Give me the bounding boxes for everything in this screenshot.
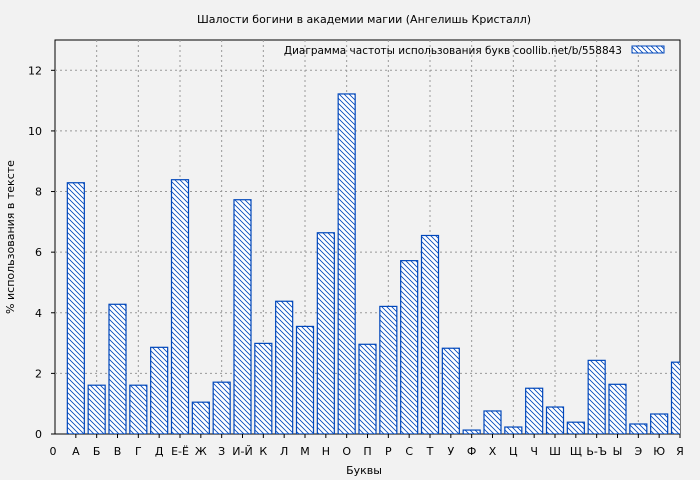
bar-Ш (545, 406, 565, 434)
bar-Э (629, 423, 648, 434)
x-tick-label: Т (426, 445, 434, 458)
x-tick-label: Н (322, 445, 330, 458)
bar-Ц (504, 426, 523, 434)
y-tick-label: 2 (35, 367, 42, 380)
legend-label: Диаграмма частоты использования букв coo… (284, 45, 622, 57)
x-tick-label: Л (280, 445, 288, 458)
x-tick-label: М (300, 445, 310, 458)
x-tick-label: Ы (613, 445, 623, 458)
x-tick-label: И-Й (232, 445, 252, 458)
bar-Р (379, 305, 398, 434)
x-tick-label: А (72, 445, 80, 458)
axes: 0 2 4 6 8 10 12 0 А Б В Г Д Е-Ё Ж З И-Й К Л М Н О П Р С Т У Ф Х Ц Ч Ш Щ Ь… (28, 64, 684, 458)
bars (66, 93, 680, 434)
x-tick-label: О (342, 445, 351, 458)
y-tick-label: 8 (35, 186, 42, 199)
bar-О (337, 93, 356, 434)
legend: Диаграмма частоты использования букв coo… (284, 45, 665, 57)
x-axis-label: Буквы (346, 464, 382, 477)
x-tick-label: Э (634, 445, 642, 458)
x-tick-label: Д (155, 445, 164, 458)
bar-А (66, 182, 85, 434)
x-tick-label: В (114, 445, 122, 458)
bar-Б (87, 384, 106, 434)
y-tick-label: 6 (35, 246, 42, 259)
bar-Х (483, 410, 502, 434)
bar-С (400, 260, 419, 434)
bar-Ь-Ъ (587, 359, 606, 434)
bar-Я (670, 361, 680, 434)
bar-Т (420, 234, 440, 434)
x-tick-label: П (363, 445, 371, 458)
x-tick-label: Я (676, 445, 684, 458)
bar-У (441, 347, 460, 434)
bar-Ю (650, 413, 669, 434)
x-tick-label: Г (135, 445, 142, 458)
y-tick-label: 12 (28, 64, 42, 77)
x-tick-label: Ю (653, 445, 665, 458)
bar-Щ (566, 421, 585, 434)
x-tick-label: Ь-Ъ (586, 445, 607, 458)
x-tick-label: У (447, 445, 454, 458)
x-tick-label: Ц (509, 445, 518, 458)
grid (55, 40, 680, 434)
x-tick-label: Х (489, 445, 497, 458)
x-tick-label: Ж (195, 445, 207, 458)
x-tick-label: С (405, 445, 413, 458)
x-tick-label: Ч (530, 445, 538, 458)
bar-Л (275, 300, 294, 434)
x-tick-label: Ш (549, 445, 561, 458)
x-tick-label: Б (93, 445, 101, 458)
bar-В (108, 303, 127, 434)
bar-Ы (608, 383, 627, 434)
x-tick-label: Р (385, 445, 392, 458)
x-tick-label: Ф (467, 445, 476, 458)
bar-И-Й (233, 199, 252, 434)
bar-Н (316, 232, 335, 434)
chart-title: Шалости богини в академии магии (Ангелиш… (197, 13, 531, 26)
bar-Ж (191, 401, 210, 434)
bar-З (212, 381, 231, 434)
y-tick-label: 4 (35, 307, 42, 320)
bar-П (358, 343, 377, 434)
x-tick-label: К (259, 445, 267, 458)
x-tick-label: З (218, 445, 225, 458)
legend-swatch (631, 45, 665, 54)
x-tick-label: 0 (50, 445, 57, 458)
bar-Ч (525, 387, 544, 434)
bar-Г (129, 384, 148, 434)
bar-Ф (462, 429, 481, 434)
x-tick-label: Е-Ё (171, 445, 189, 458)
y-tick-label: 0 (35, 428, 42, 441)
bar-Е-Ё (170, 179, 190, 434)
x-tick-label: Щ (570, 445, 582, 458)
y-tick-label: 10 (28, 125, 42, 138)
y-axis-label: % использования в тексте (4, 160, 17, 314)
bar-М (295, 325, 315, 434)
bar-К (254, 342, 273, 434)
bar-Д (150, 346, 169, 434)
